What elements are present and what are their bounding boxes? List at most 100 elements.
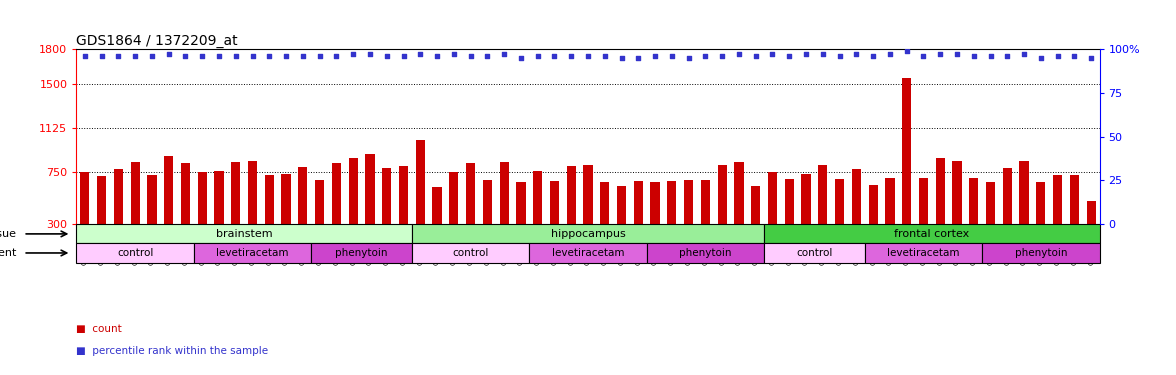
Bar: [764, 243, 864, 262]
Point: [176, 53, 195, 59]
Text: agent: agent: [0, 248, 18, 258]
Bar: [529, 243, 647, 262]
Bar: [1036, 182, 1045, 224]
Point: [75, 53, 94, 59]
Point: [343, 51, 362, 57]
Point: [830, 53, 849, 59]
Point: [646, 53, 664, 59]
Bar: [751, 186, 761, 224]
Bar: [449, 172, 459, 224]
Point: [226, 53, 245, 59]
Point: [897, 48, 916, 54]
Bar: [382, 168, 392, 224]
Point: [796, 51, 815, 57]
Point: [1031, 54, 1050, 60]
Point: [1048, 53, 1067, 59]
Bar: [214, 171, 223, 224]
Bar: [902, 78, 911, 224]
Bar: [483, 180, 492, 224]
Bar: [953, 161, 962, 224]
Bar: [851, 170, 861, 224]
Bar: [768, 172, 777, 224]
Bar: [412, 224, 764, 243]
Point: [92, 53, 111, 59]
Text: hippocampus: hippocampus: [550, 229, 626, 239]
Bar: [969, 177, 978, 224]
Point: [310, 53, 329, 59]
Bar: [332, 164, 341, 224]
Text: frontal cortex: frontal cortex: [894, 229, 969, 239]
Point: [209, 53, 228, 59]
Bar: [1020, 161, 1029, 224]
Bar: [784, 179, 794, 224]
Point: [680, 54, 699, 60]
Point: [159, 51, 178, 57]
Bar: [982, 243, 1100, 262]
Point: [495, 51, 514, 57]
Bar: [684, 180, 693, 224]
Point: [662, 53, 681, 59]
Bar: [412, 243, 529, 262]
Bar: [194, 243, 312, 262]
Point: [544, 53, 563, 59]
Point: [126, 53, 145, 59]
Point: [109, 53, 128, 59]
Bar: [433, 187, 442, 224]
Point: [914, 53, 933, 59]
Bar: [734, 162, 743, 224]
Point: [377, 53, 396, 59]
Bar: [985, 182, 995, 224]
Bar: [764, 224, 1100, 243]
Bar: [835, 179, 844, 224]
Point: [763, 51, 782, 57]
Point: [881, 51, 900, 57]
Point: [528, 53, 547, 59]
Bar: [634, 181, 643, 224]
Text: phenytoin: phenytoin: [1015, 248, 1067, 258]
Point: [780, 53, 799, 59]
Bar: [647, 243, 764, 262]
Bar: [1003, 168, 1011, 224]
Bar: [1070, 175, 1080, 224]
Point: [327, 53, 346, 59]
Text: control: control: [116, 248, 153, 258]
Point: [847, 51, 866, 57]
Bar: [1087, 201, 1096, 224]
Point: [595, 53, 614, 59]
Point: [1082, 54, 1101, 60]
Point: [243, 53, 262, 59]
Point: [142, 53, 161, 59]
Bar: [466, 164, 475, 224]
Bar: [415, 140, 425, 224]
Bar: [281, 174, 290, 224]
Text: levetiracetam: levetiracetam: [216, 248, 289, 258]
Bar: [717, 165, 727, 224]
Point: [613, 54, 632, 60]
Bar: [864, 243, 982, 262]
Bar: [801, 174, 810, 224]
Text: tissue: tissue: [0, 229, 18, 239]
Bar: [818, 165, 828, 224]
Point: [276, 53, 295, 59]
Bar: [80, 172, 89, 224]
Bar: [96, 176, 106, 224]
Bar: [936, 158, 944, 224]
Point: [410, 51, 429, 57]
Bar: [265, 175, 274, 224]
Bar: [366, 154, 375, 224]
Text: levetiracetam: levetiracetam: [552, 248, 624, 258]
Point: [981, 53, 1000, 59]
Point: [477, 53, 496, 59]
Bar: [533, 171, 542, 224]
Text: phenytoin: phenytoin: [335, 248, 388, 258]
Point: [998, 53, 1017, 59]
Bar: [500, 162, 509, 224]
Bar: [147, 175, 156, 224]
Bar: [131, 162, 140, 224]
Text: GDS1864 / 1372209_at: GDS1864 / 1372209_at: [76, 34, 238, 48]
Bar: [348, 158, 358, 224]
Text: control: control: [453, 248, 489, 258]
Point: [747, 53, 766, 59]
Text: control: control: [796, 248, 833, 258]
Point: [863, 53, 882, 59]
